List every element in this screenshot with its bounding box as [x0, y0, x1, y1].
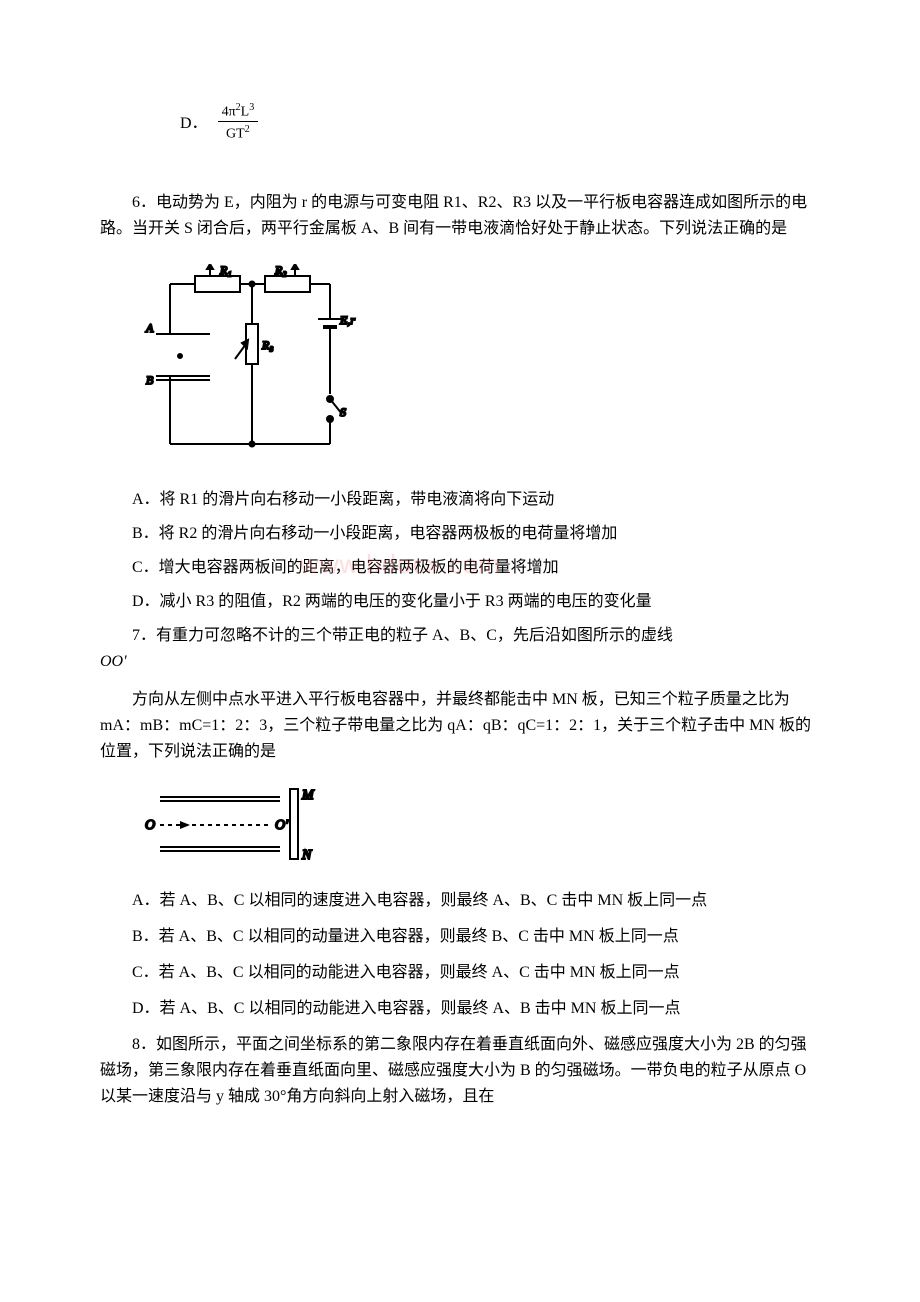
- svg-text:O: O: [145, 818, 155, 833]
- svg-text:R₁: R₁: [219, 264, 232, 277]
- svg-text:E,r: E,r: [339, 313, 355, 327]
- svg-text:M: M: [301, 788, 315, 803]
- q7-stem-line1: 7．有重力可忽略不计的三个带正电的粒子 A、B、C，先后沿如图所示的虚线: [100, 623, 820, 649]
- q6-option-d: D．减小 R3 的阻值，R2 两端的电压的变化量小于 R3 两端的电压的变化量: [100, 589, 820, 615]
- q7-option-a: A．若 A、B、C 以相同的速度进入电容器，则最终 A、B、C 击中 MN 板上…: [100, 888, 820, 914]
- fraction-denominator: GT2: [218, 122, 259, 143]
- q8-stem: 8．如图所示，平面之间坐标系的第二象限内存在着垂直纸面向外、磁感应强度大小为 2…: [100, 1032, 820, 1110]
- q6-option-b: B．将 R2 的滑片向右移动一小段距离，电容器两极板的电荷量将增加: [100, 521, 820, 547]
- svg-text:A: A: [145, 321, 154, 335]
- q7-stem-line2: 方向从左侧中点水平进入平行板电容器中，并最终都能击中 MN 板，已知三个粒子质量…: [100, 687, 820, 765]
- q6-circuit-diagram: R₁ R₂ E,r S A: [140, 264, 360, 464]
- option-label-d: D．: [180, 109, 208, 133]
- watermark-container: C．增大电容器两板间的距离，电容器两极板的电荷量将增加 www.bdocx.co…: [100, 555, 820, 581]
- q6-option-a: A．将 R1 的滑片向右移动一小段距离，带电液滴将向下运动: [100, 487, 820, 513]
- svg-text:R₃: R₃: [261, 338, 274, 352]
- svg-text:N: N: [301, 848, 312, 863]
- exam-page: D． 4π2L3 GT2 6．电动势为 E，内阻为 r 的电源与可变电阻 R1、…: [0, 0, 920, 1182]
- q7-option-c: C．若 A、B、C 以相同的动能进入电容器，则最终 A、C 击中 MN 板上同一…: [100, 960, 820, 986]
- q7-option-d: D．若 A、B、C 以相同的动能进入电容器，则最终 A、B 击中 MN 板上同一…: [100, 996, 820, 1022]
- svg-text:O': O': [275, 818, 289, 833]
- q6-stem: 6．电动势为 E，内阻为 r 的电源与可变电阻 R1、R2、R3 以及一平行板电…: [100, 190, 820, 242]
- fraction-numerator: 4π2L3: [218, 100, 259, 122]
- q5-option-d: D． 4π2L3 GT2: [180, 100, 820, 142]
- svg-text:S: S: [340, 405, 346, 419]
- q7-option-b: B．若 A、B、C 以相同的动量进入电容器，则最终 B、C 击中 MN 板上同一…: [100, 924, 820, 950]
- formula-fraction: 4π2L3 GT2: [218, 100, 259, 142]
- svg-text:R₂: R₂: [274, 264, 287, 277]
- q7-oo-label: OO': [100, 649, 820, 675]
- q7-capacitor-diagram: O O' M N: [140, 785, 340, 865]
- q6-option-c: C．增大电容器两板间的距离，电容器两极板的电荷量将增加: [100, 555, 820, 581]
- svg-text:B: B: [146, 373, 154, 387]
